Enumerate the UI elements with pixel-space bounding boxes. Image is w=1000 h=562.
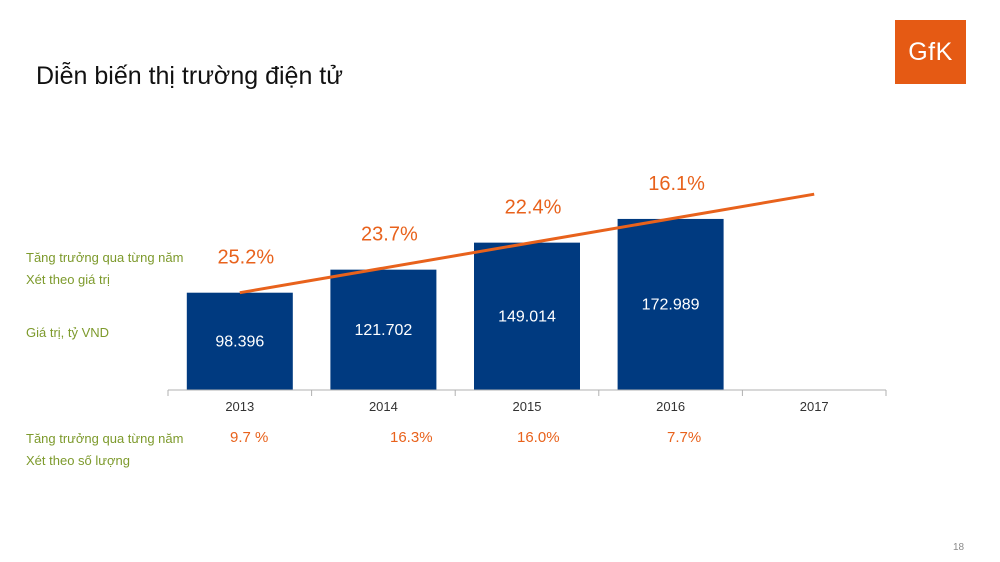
x-tick-label-2016: 2016 — [656, 399, 685, 414]
slide-number: 18 — [953, 542, 965, 553]
value-growth-label-2014: 23.7% — [361, 224, 418, 246]
growth-volume-label-line2: Xét theo số lượng — [26, 453, 130, 468]
x-tick-label-2013: 2013 — [225, 399, 254, 414]
growth-value-label-line2: Xét theo giá trị — [26, 272, 110, 287]
x-tick-label-2017: 2017 — [800, 399, 829, 414]
volume-growth-2015: 16.0% — [517, 429, 560, 446]
volume-growth-2016: 7.7% — [667, 429, 702, 446]
gfk-logo: GfK — [895, 20, 966, 84]
growth-value-label-line1: Tăng trưởng qua từng năm — [26, 250, 184, 265]
bar-value-label-2014: 121.702 — [354, 322, 412, 339]
bar-value-label-2015: 149.014 — [498, 308, 556, 325]
value-growth-label-2016: 16.1% — [648, 173, 705, 195]
x-tick-label-2014: 2014 — [369, 399, 398, 414]
bar-2014 — [330, 269, 437, 390]
bar-value-label-2013: 98.396 — [215, 333, 264, 350]
volume-growth-2013: 9.7 % — [230, 429, 269, 446]
volume-growth-2014: 16.3% — [390, 429, 433, 446]
growth-volume-label-line1: Tăng trưởng qua từng năm — [26, 431, 184, 446]
bar-value-label-2016: 172.989 — [642, 296, 700, 313]
bar-2015 — [474, 242, 580, 390]
trend-line — [239, 192, 815, 295]
value-growth-label-2015: 22.4% — [505, 197, 562, 219]
slide-title: Diễn biến thị trường điện tử — [36, 62, 343, 90]
x-tick-label-2015: 2015 — [513, 399, 542, 414]
bar-2013 — [186, 292, 293, 390]
value-unit-label: Giá trị, tỷ VND — [26, 325, 110, 340]
bar-2016 — [617, 218, 724, 390]
value-growth-label-2013: 25.2% — [217, 247, 274, 269]
